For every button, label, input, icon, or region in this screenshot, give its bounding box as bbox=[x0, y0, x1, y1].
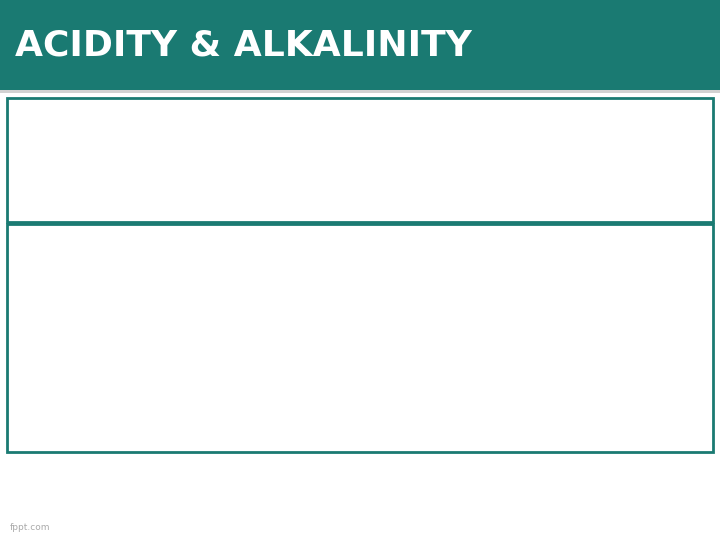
Text: .: . bbox=[90, 154, 95, 169]
Text: •: • bbox=[14, 338, 24, 356]
Text: Organism that grow best below pH 5.5 →: Organism that grow best below pH 5.5 → bbox=[30, 288, 364, 303]
Text: is possible and typically show a wll-defined growth: is possible and typically show a wll-def… bbox=[30, 133, 443, 148]
Text: termed circumneutral (pH 5.5 to 7.9) →: termed circumneutral (pH 5.5 to 7.9) → bbox=[30, 260, 351, 275]
Text: Acidithiobacillus: Acidithiobacillus bbox=[30, 310, 160, 325]
Text: acidophiles: acidophiles bbox=[344, 288, 446, 303]
Text: optimum: optimum bbox=[30, 154, 102, 169]
Text: Organisms that grow optimally at a pH value in the range: Organisms that grow optimally at a pH va… bbox=[30, 238, 495, 253]
Text: neutrophiles: neutrophiles bbox=[303, 260, 418, 275]
Text: , pH <3): , pH <3) bbox=[142, 310, 210, 325]
Text: Organisms showing growth pH optima of 8 or higher →: Organisms showing growth pH optima of 8 … bbox=[30, 338, 470, 353]
Text: fppt.com: fppt.com bbox=[10, 523, 50, 532]
Text: •: • bbox=[14, 288, 24, 306]
Text: (ex:: (ex: bbox=[118, 360, 159, 375]
Text: Bacillus sp: Bacillus sp bbox=[156, 360, 241, 375]
Text: •: • bbox=[14, 112, 24, 130]
Text: Every microorganism has a pH range within which growth: Every microorganism has a pH range withi… bbox=[30, 112, 496, 127]
Text: pH: pH bbox=[384, 133, 406, 148]
Text: •: • bbox=[14, 238, 24, 256]
Text: ACIDITY & ALKALINITY: ACIDITY & ALKALINITY bbox=[15, 28, 472, 62]
Text: (ex:: (ex: bbox=[419, 288, 455, 303]
Text: ): ) bbox=[241, 360, 247, 375]
Text: alkaliphiles: alkaliphiles bbox=[30, 360, 133, 375]
